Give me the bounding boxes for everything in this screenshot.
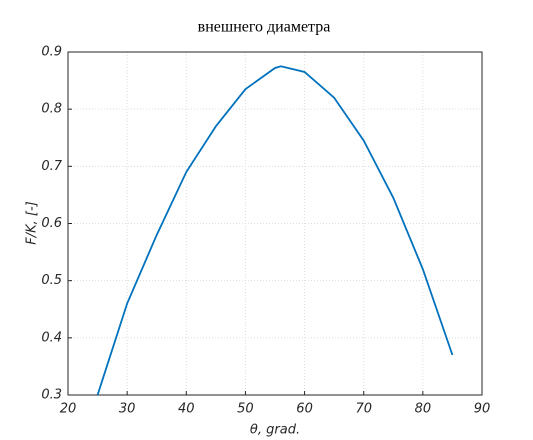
x-tick-label: 20: [60, 402, 77, 417]
x-tick-label: 70: [355, 402, 372, 417]
y-tick-label: 0.9: [41, 45, 62, 60]
y-tick-label: 0.7: [41, 159, 62, 174]
x-tick-label: 90: [474, 402, 491, 417]
y-axis-label: F/K, [-]: [25, 201, 40, 244]
y-tick-label: 0.5: [41, 273, 62, 288]
x-tick-label: 60: [296, 402, 313, 417]
y-tick-label: 0.6: [41, 216, 62, 231]
y-tick-label: 0.3: [41, 388, 62, 403]
data-line: [96, 65, 454, 396]
x-tick-label: 30: [119, 402, 136, 417]
x-axis-label: θ, grad.: [250, 423, 300, 438]
x-tick-label: 40: [178, 402, 195, 417]
x-tick-label: 50: [237, 402, 254, 417]
chart-title: внешнего диаметра: [198, 19, 331, 36]
plot-frame: [67, 51, 483, 396]
x-tick-label: 80: [415, 402, 432, 417]
y-tick-label: 0.4: [41, 330, 62, 345]
y-tick-label: 0.8: [41, 102, 62, 117]
